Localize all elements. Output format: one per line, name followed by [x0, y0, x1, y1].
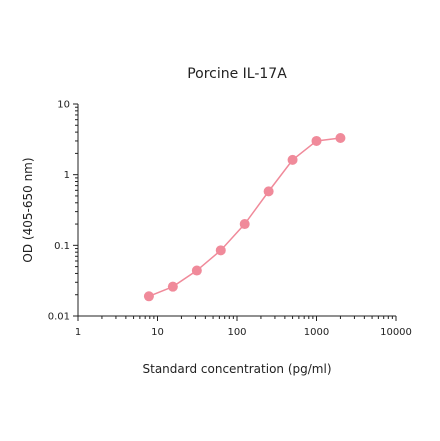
data-point [239, 219, 250, 230]
y-tick-label: 0.01 [48, 312, 70, 323]
data-point [167, 281, 178, 292]
series-layer [143, 133, 346, 302]
data-point [143, 291, 154, 302]
x-ticks: 1 10 100 1000 10000 [75, 316, 412, 338]
series-line [148, 137, 341, 297]
chart-title: Porcine IL-17A [187, 66, 287, 82]
x-tick-label: 1000 [304, 327, 329, 338]
data-point [287, 154, 298, 165]
y-ticks: 0.01 0.1 1 10 [48, 100, 78, 323]
data-point [335, 133, 346, 144]
axes [77, 104, 396, 317]
data-point [311, 135, 322, 146]
x-tick-label: 100 [227, 327, 246, 338]
y-axis-label: OD (405-650 nm) [21, 157, 35, 262]
y-tick-label: 10 [57, 100, 70, 111]
x-tick-label: 10000 [380, 327, 412, 338]
x-axis-label: Standard concentration (pg/ml) [143, 362, 332, 376]
x-tick-label: 10 [151, 327, 164, 338]
data-point [263, 186, 274, 197]
data-point [191, 265, 202, 276]
y-tick-label: 1 [64, 170, 70, 181]
y-tick-label: 0.1 [54, 241, 70, 252]
x-tick-label: 1 [75, 327, 81, 338]
data-point [215, 245, 226, 256]
